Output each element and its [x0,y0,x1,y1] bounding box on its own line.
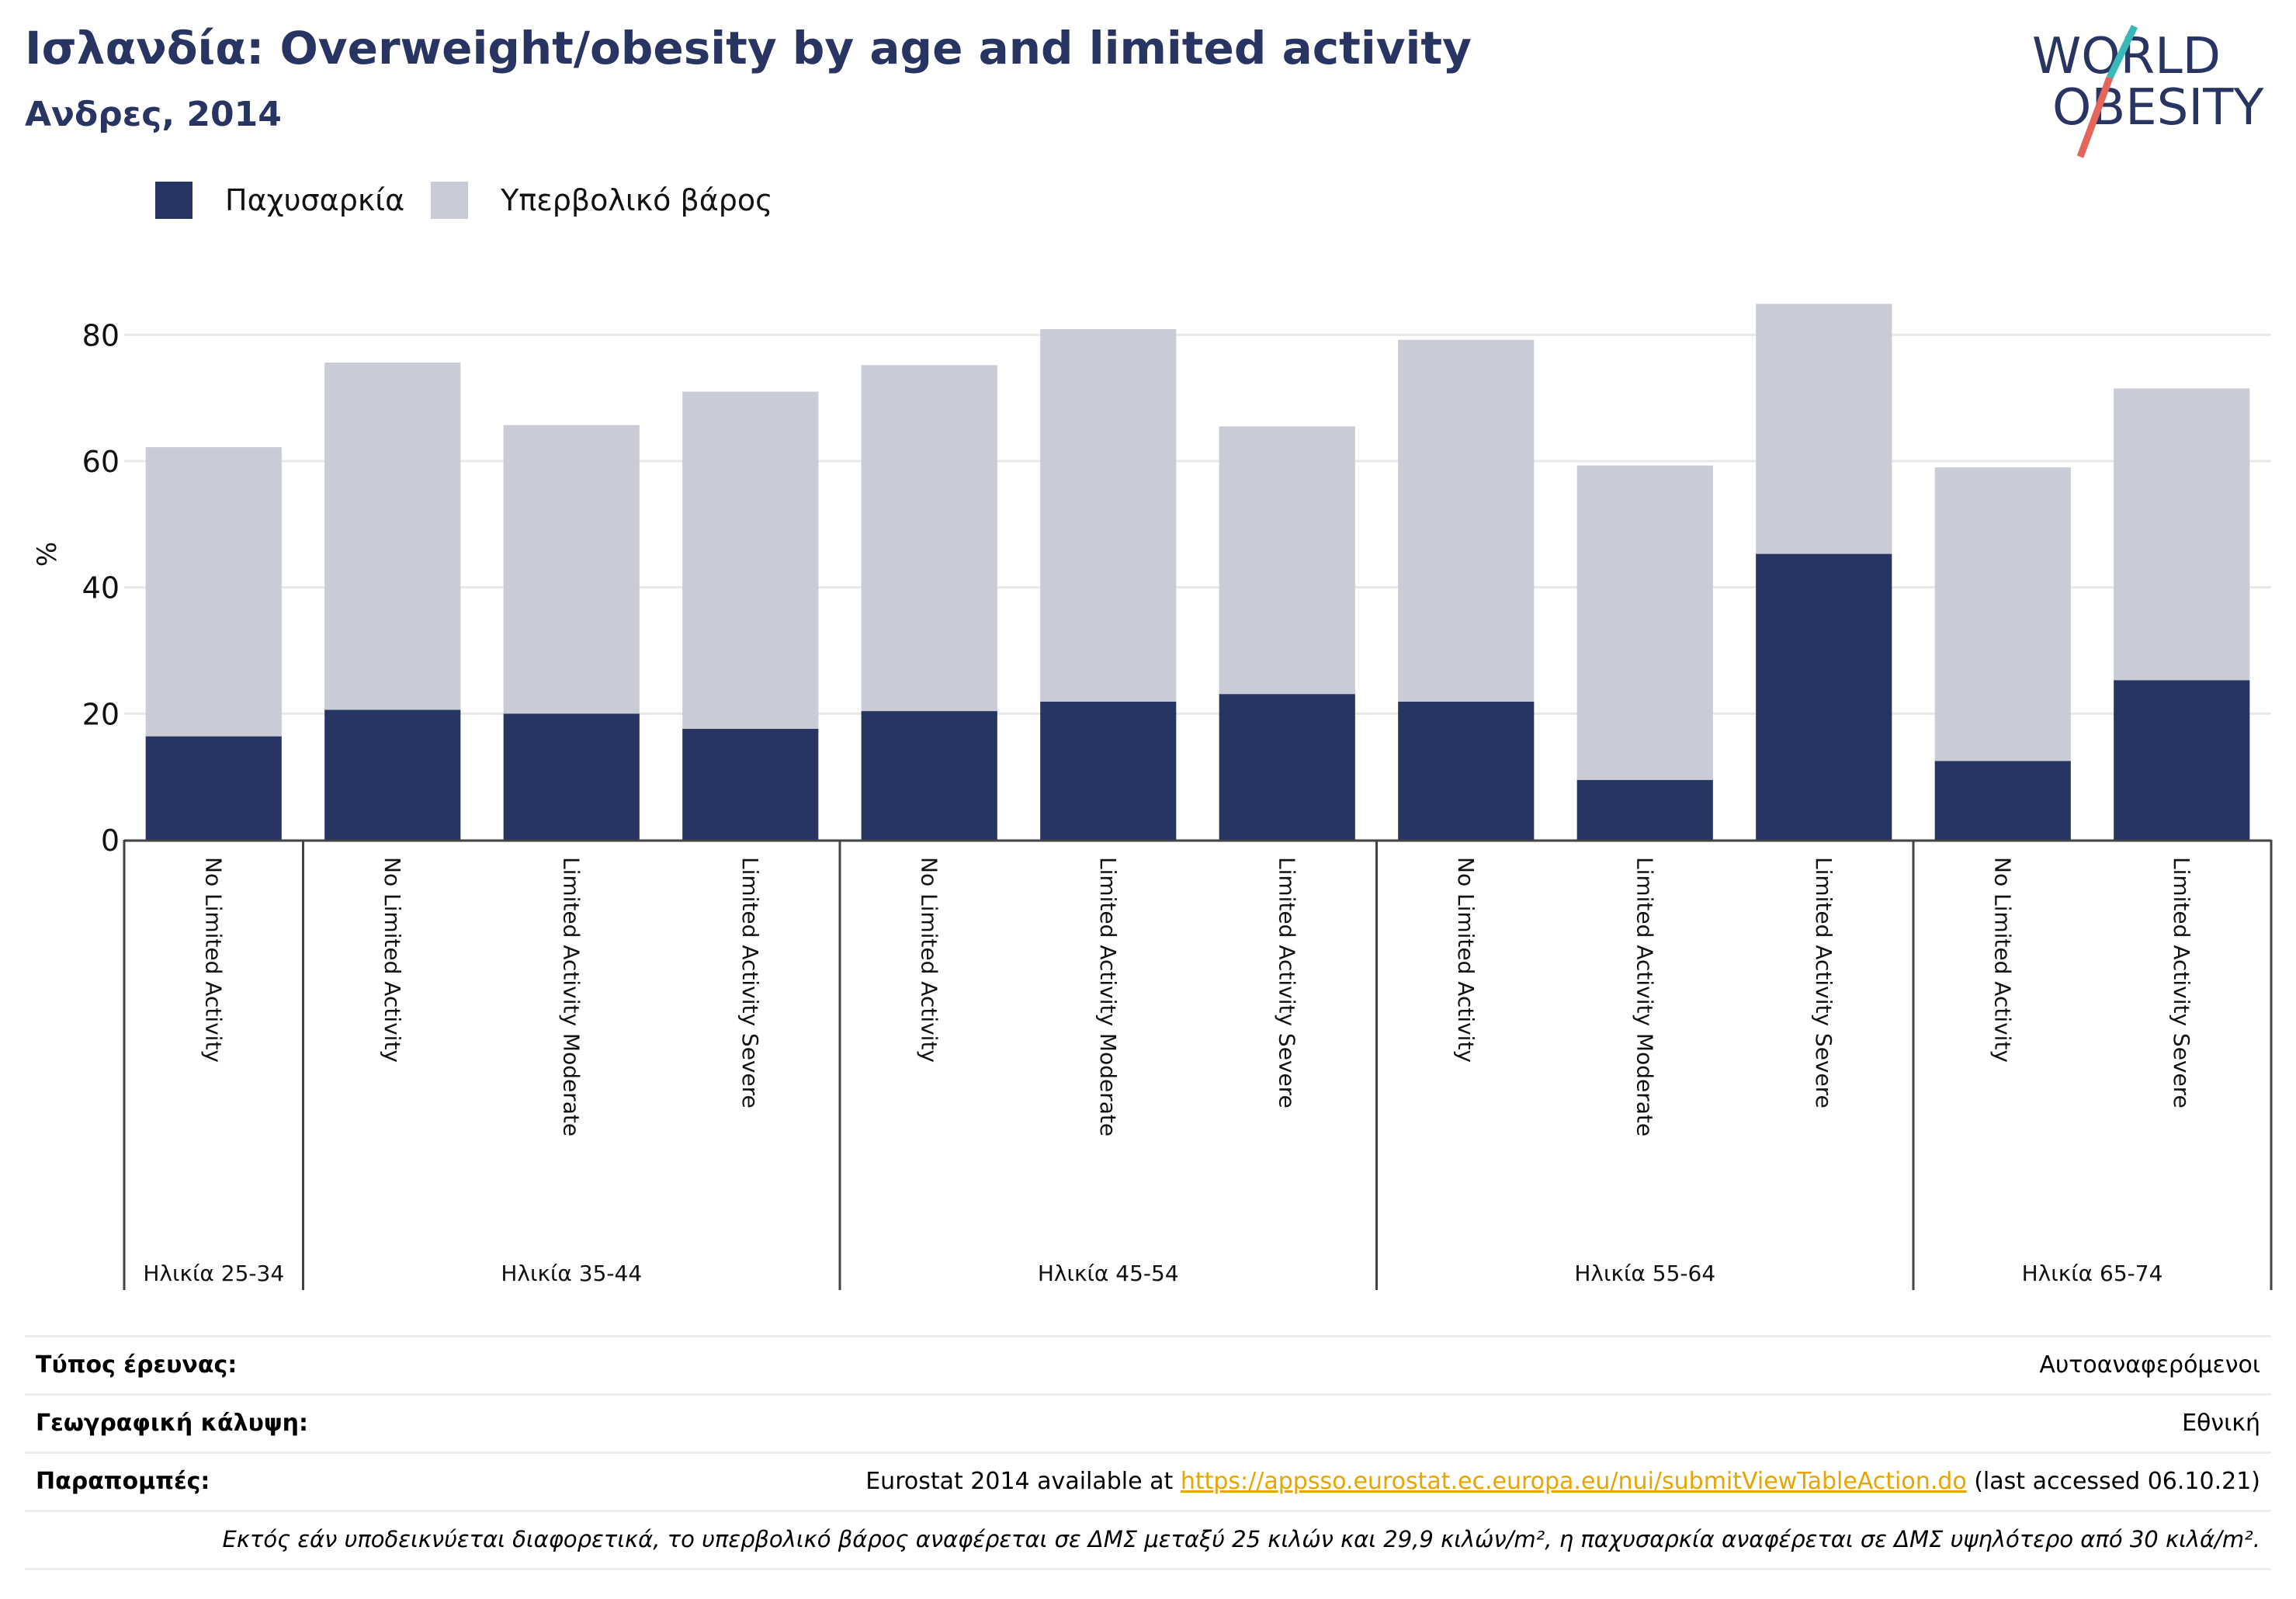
category-label: No Limited Activity [1453,857,1479,1063]
survey-type-label: Τύπος έρευνας: [36,1351,238,1379]
bar-overweight [1756,303,1892,554]
chart-title: Ισλανδία: Overweight/obesity by age and … [25,22,1472,75]
bar-obesity [1576,779,1713,840]
meta-row-survey: Τύπος έρευνας: Αυτοαναφερόμενοι [25,1337,2271,1396]
meta-row-references: Παραπομπές: Eurostat 2014 available at h… [25,1454,2271,1512]
bar-chart: 0 20 40 60 80% No Limited Activity No Limited … [32,303,2273,1290]
bar-overweight [682,391,819,729]
category-label: Limited Activity Moderate [1095,857,1121,1136]
bar-obesity [2114,680,2250,840]
legend-label-obesity: Παχυσαρκία [225,183,405,217]
bar-obesity [861,711,997,840]
category-label: No Limited Activity [380,857,405,1063]
y-tick-label: 0 [101,824,120,858]
survey-type-value: Αυτοαναφερόμενοι [2039,1351,2260,1379]
references-link[interactable]: https://appsso.eurostat.ec.europa.eu/nui… [1180,1468,1967,1495]
bar-overweight [1934,467,2071,761]
bar-overweight [861,365,997,712]
bar-obesity [682,728,819,840]
category-label: Limited Activity Severe [1274,857,1299,1108]
bar-overweight [145,447,282,737]
age-group-label: Ηλικία 65-74 [2022,1261,2163,1286]
bar-overweight [503,425,640,714]
legend-swatch-overweight [431,182,469,219]
references-label: Παραπομπές: [36,1468,210,1495]
chart-subtitle: Ανδρες, 2014 [25,95,282,134]
y-tick-label: 40 [82,571,120,605]
bar-obesity [1398,701,1535,840]
category-label: No Limited Activity [916,857,942,1063]
coverage-value: Εθνική [2182,1410,2260,1437]
category-label: Limited Activity Severe [737,857,763,1108]
coverage-label: Γεωγραφική κάλυψη: [36,1410,309,1437]
references-suffix: (last accessed 06.10.21) [1966,1468,2260,1495]
y-axis-label: % [32,542,63,567]
bar-overweight [1576,465,1713,780]
bar-obesity [1756,553,1892,840]
bar-obesity [145,736,282,840]
bar-obesity [1040,701,1177,840]
chart-legend: Παχυσαρκία Υπερβολικό βάρος [155,179,799,222]
y-tick-label: 20 [82,697,120,731]
definition-note: Εκτός εάν υποδεικνύεται διαφορετικά, το … [222,1526,2261,1552]
legend-label-overweight: Υπερβολικό βάρος [501,183,773,217]
bar-overweight [1219,426,1355,695]
meta-row-note: Εκτός εάν υποδεικνύεται διαφορετικά, το … [25,1512,2271,1570]
bar-overweight [1040,329,1177,702]
world-obesity-logo: WORLD OBESITY [2032,25,2264,158]
legend-swatch-obesity [155,182,192,219]
bar-obesity [503,713,640,840]
category-label: No Limited Activity [200,857,226,1063]
metadata-table: Τύπος έρευνας: Αυτοαναφερόμενοι Γεωγραφι… [25,1335,2271,1570]
bar-obesity [1934,761,2071,840]
category-label: Limited Activity Severe [1811,857,1836,1108]
age-group-label: Ηλικία 35-44 [501,1261,642,1286]
y-tick-label: 60 [82,445,120,479]
y-tick-label: 80 [82,318,120,352]
category-label: Limited Activity Moderate [1632,857,1657,1136]
bar-obesity [1219,694,1355,840]
category-label: Limited Activity Moderate [558,857,584,1136]
age-group-label: Ηλικία 45-54 [1038,1261,1179,1286]
age-group-label: Ηλικία 25-34 [143,1261,284,1286]
bar-obesity [324,709,461,840]
category-label: No Limited Activity [1989,857,2015,1063]
age-group-label: Ηλικία 55-64 [1574,1261,1715,1286]
bar-overweight [1398,339,1535,702]
legend-item-overweight: Υπερβολικό βάρος [431,182,772,219]
references-value: Eurostat 2014 available at https://appss… [865,1468,2260,1495]
category-label: Limited Activity Severe [2169,857,2194,1108]
legend-item-obesity: Παχυσαρκία [155,182,404,219]
meta-row-coverage: Γεωγραφική κάλυψη: Εθνική [25,1396,2271,1454]
bar-overweight [324,362,461,710]
bar-overweight [2114,388,2250,681]
references-prefix: Eurostat 2014 available at [865,1468,1181,1495]
